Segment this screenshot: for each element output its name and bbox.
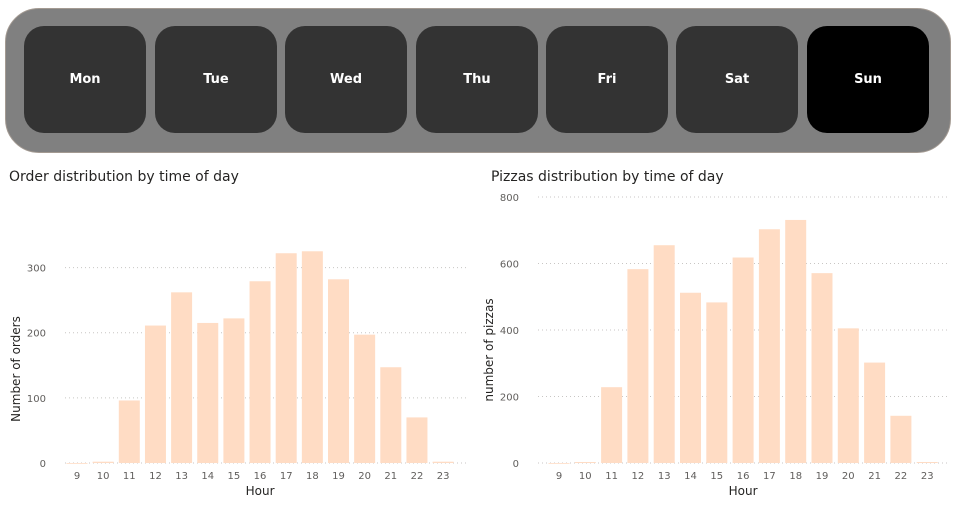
pizzas-bar-13[interactable] <box>653 245 675 463</box>
pizzas-x-tick-label: 18 <box>789 471 802 482</box>
orders-bar-16[interactable] <box>249 281 271 463</box>
day-button-mon[interactable]: Mon <box>24 26 146 133</box>
pizzas-x-tick-label: 10 <box>579 471 592 482</box>
pizzas-y-tick-label: 200 <box>500 393 519 404</box>
orders-x-tick-label: 20 <box>358 471 371 482</box>
pizzas-x-tick-label: 9 <box>556 471 562 482</box>
pizzas-bar-23[interactable] <box>916 462 938 463</box>
pizzas-x-tick-label: 19 <box>816 471 829 482</box>
pizzas-chart-title: Pizzas distribution by time of day <box>491 169 724 185</box>
orders-bar-12[interactable] <box>144 325 166 463</box>
pizzas-x-tick-label: 23 <box>921 471 934 482</box>
pizzas-y-tick-label: 0 <box>513 459 519 470</box>
orders-bar-19[interactable] <box>328 279 349 463</box>
orders-bar-18[interactable] <box>301 251 323 463</box>
pizzas-x-axis-title: Hour <box>729 484 758 498</box>
orders-bar-15[interactable] <box>223 318 245 463</box>
day-button-sun[interactable]: Sun <box>807 26 929 133</box>
orders-bar-17[interactable] <box>275 253 297 463</box>
pizzas-x-tick-label: 15 <box>710 471 723 482</box>
orders-bar-14[interactable] <box>197 322 219 463</box>
orders-x-tick-label: 11 <box>123 471 136 482</box>
orders-x-tick-label: 10 <box>97 471 110 482</box>
orders-bar-11[interactable] <box>118 400 140 463</box>
orders-bar-21[interactable] <box>380 367 402 463</box>
orders-x-tick-label: 12 <box>149 471 162 482</box>
orders-bar-22[interactable] <box>406 417 428 463</box>
day-button-thu[interactable]: Thu <box>416 26 538 133</box>
pizzas-x-tick-label: 14 <box>684 471 697 482</box>
pizzas-bar-14[interactable] <box>680 292 701 463</box>
pizzas-bar-9[interactable] <box>548 463 570 464</box>
pizzas-x-tick-label: 13 <box>658 471 671 482</box>
orders-x-tick-label: 13 <box>175 471 188 482</box>
pizzas-y-tick-label: 800 <box>500 193 519 204</box>
pizzas-bar-16[interactable] <box>732 257 754 463</box>
orders-x-tick-label: 23 <box>437 471 450 482</box>
orders-y-tick-label: 0 <box>40 459 46 470</box>
pizzas-bar-18[interactable] <box>785 219 807 463</box>
orders-x-axis-title: Hour <box>246 484 275 498</box>
orders-bar-20[interactable] <box>354 334 376 463</box>
pizzas-bar-15[interactable] <box>706 302 728 463</box>
pizzas-bar-22[interactable] <box>890 415 912 463</box>
pizzas-x-tick-label: 20 <box>842 471 855 482</box>
pizzas-bar-chart: 0 200 400 600 800 9 10 11 12 13 14 15 16 17 18 19 20 21 22… <box>482 193 948 498</box>
pizzas-x-tick-label: 11 <box>605 471 618 482</box>
orders-y-tick-label: 200 <box>27 329 46 340</box>
pizzas-x-tick-label: 16 <box>737 471 750 482</box>
day-button-wed[interactable]: Wed <box>285 26 407 133</box>
pizzas-bar-20[interactable] <box>837 328 859 463</box>
orders-y-axis-title: Number of orders <box>9 316 23 422</box>
orders-bar-chart: 0 100 200 300 9 10 11 12 13 14 15 16 17 18 19 20 21 22 23 H… <box>9 251 468 498</box>
pizzas-x-tick-label: 12 <box>632 471 645 482</box>
orders-bar-10[interactable] <box>92 461 114 463</box>
day-of-week-slicer: Mon Tue Wed Thu Fri Sat Sun <box>5 8 951 153</box>
pizzas-bar-11[interactable] <box>601 387 623 463</box>
orders-x-tick-label: 18 <box>306 471 319 482</box>
pizzas-bar-21[interactable] <box>864 362 886 463</box>
pizzas-bar-10[interactable] <box>574 462 596 463</box>
orders-chart-title: Order distribution by time of day <box>9 169 239 185</box>
day-button-tue[interactable]: Tue <box>155 26 277 133</box>
pizzas-y-axis-title: number of pizzas <box>482 298 496 401</box>
pizzas-x-tick-label: 22 <box>895 471 908 482</box>
pizzas-y-tick-label: 400 <box>500 326 519 337</box>
orders-x-tick-label: 21 <box>384 471 397 482</box>
orders-x-tick-label: 15 <box>228 471 241 482</box>
orders-x-tick-label: 16 <box>254 471 267 482</box>
orders-bar-9[interactable] <box>66 463 88 464</box>
orders-x-tick-label: 19 <box>332 471 345 482</box>
pizzas-bar-12[interactable] <box>627 269 649 463</box>
pizzas-y-tick-label: 600 <box>500 260 519 271</box>
orders-x-tick-label: 9 <box>74 471 80 482</box>
pizzas-bar-17[interactable] <box>758 229 780 463</box>
orders-x-tick-label: 17 <box>280 471 293 482</box>
orders-y-tick-label: 100 <box>27 394 46 405</box>
pizzas-x-tick-label: 17 <box>763 471 776 482</box>
day-button-sat[interactable]: Sat <box>676 26 798 133</box>
orders-bar-13[interactable] <box>171 292 193 463</box>
orders-x-tick-label: 22 <box>411 471 424 482</box>
pizzas-x-tick-label: 21 <box>868 471 881 482</box>
pizzas-bar-19[interactable] <box>811 273 833 463</box>
orders-x-tick-label: 14 <box>201 471 214 482</box>
orders-y-tick-label: 300 <box>27 264 46 275</box>
day-button-fri[interactable]: Fri <box>546 26 668 133</box>
orders-bar-23[interactable] <box>432 461 454 463</box>
